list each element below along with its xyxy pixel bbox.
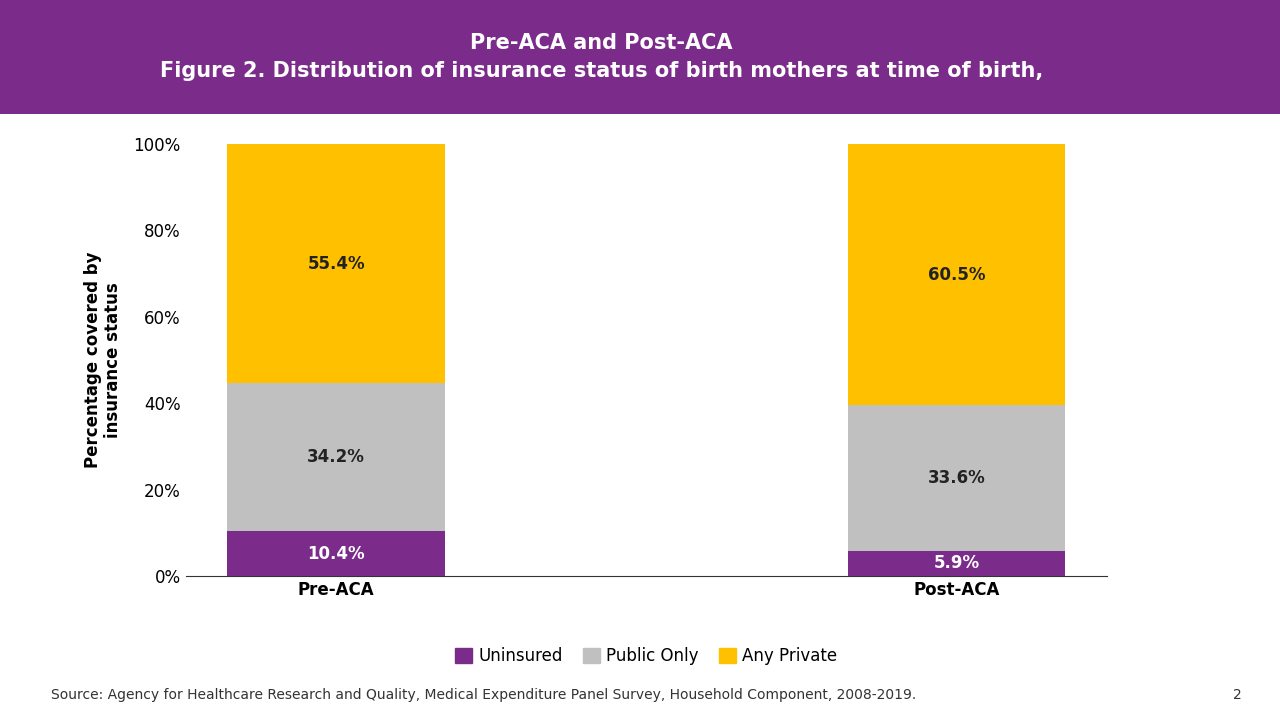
Text: 5.9%: 5.9% <box>933 554 979 572</box>
Text: 34.2%: 34.2% <box>307 448 365 467</box>
Bar <box>849 144 1065 405</box>
Bar <box>849 551 1065 576</box>
Bar <box>228 531 444 576</box>
Text: 60.5%: 60.5% <box>928 266 986 284</box>
Bar <box>849 405 1065 551</box>
Bar <box>228 144 444 383</box>
Y-axis label: Percentage covered by
insurance status: Percentage covered by insurance status <box>83 252 123 468</box>
Text: 55.4%: 55.4% <box>307 255 365 273</box>
Text: 2: 2 <box>1233 688 1242 702</box>
Bar <box>228 383 444 531</box>
Legend: Uninsured, Public Only, Any Private: Uninsured, Public Only, Any Private <box>449 641 844 672</box>
Text: Pre-ACA and Post-ACA: Pre-ACA and Post-ACA <box>470 33 733 53</box>
Text: 10.4%: 10.4% <box>307 544 365 562</box>
Text: 33.6%: 33.6% <box>928 469 986 487</box>
Text: Figure 2. Distribution of insurance status of birth mothers at time of birth,: Figure 2. Distribution of insurance stat… <box>160 60 1043 81</box>
Text: Source: Agency for Healthcare Research and Quality, Medical Expenditure Panel Su: Source: Agency for Healthcare Research a… <box>51 688 916 702</box>
